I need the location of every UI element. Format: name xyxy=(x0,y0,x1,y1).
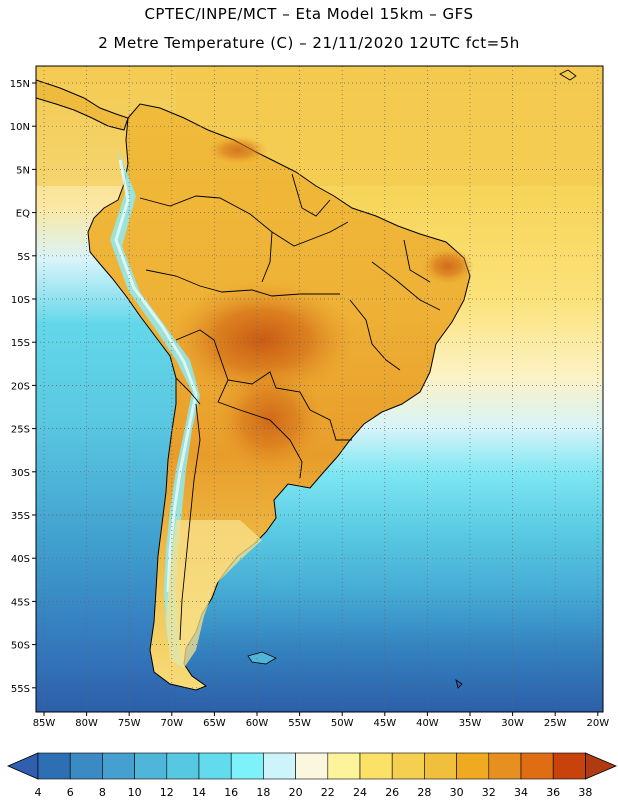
falkland-islands xyxy=(247,651,277,665)
lon-label: 50W xyxy=(331,718,354,729)
patagonia-cool-zone xyxy=(166,520,262,668)
colorbar-swatch xyxy=(327,752,361,780)
colorbar-swatch xyxy=(520,752,554,780)
hot-core-northeast xyxy=(422,248,474,284)
colorbar-swatch xyxy=(424,752,457,780)
colorbar-label: 38 xyxy=(578,786,592,799)
lat-label: 5N xyxy=(16,165,30,176)
colorbar-label: 6 xyxy=(67,786,74,799)
lat-label: 15S xyxy=(11,338,30,349)
lon-label: 65W xyxy=(203,718,226,729)
country-borders xyxy=(139,173,441,641)
colorbar: 4 6 8 10 12 14 16 18 20 22 24 26 28 30 32 34 36 38 xyxy=(6,752,618,799)
lat-label: EQ xyxy=(16,209,30,220)
colorbar-swatch xyxy=(102,752,135,780)
lon-label: 85W xyxy=(33,718,56,729)
lat-label: 10N xyxy=(10,122,30,133)
lat-label: 20S xyxy=(11,381,30,392)
colorbar-swatch xyxy=(134,752,168,780)
central-america-landmass xyxy=(36,79,129,131)
chart-title-line-1: CPTEC/INPE/MCT – Eta Model 15km – GFS xyxy=(144,5,474,23)
chart-title-line-2: 2 Metre Temperature (C) – 21/11/2020 12U… xyxy=(98,34,520,52)
latitude-axis: 15N 10N 5N EQ 5S 10S 15S 20S 25S 30S 35S 40S 45S 50S 5… xyxy=(10,79,36,695)
colorbar-label: 14 xyxy=(192,786,206,799)
lon-label: 55W xyxy=(288,718,311,729)
colorbar-label: 26 xyxy=(385,786,399,799)
colorbar-swatch xyxy=(37,752,71,780)
colorbar-label: 30 xyxy=(450,786,464,799)
colorbar-swatch xyxy=(488,752,522,780)
colorbar-swatch xyxy=(552,752,586,780)
lat-label: 50S xyxy=(11,641,30,652)
lon-label: 60W xyxy=(246,718,269,729)
colorbar-swatch xyxy=(359,752,393,780)
colorbar-swatch xyxy=(230,752,264,780)
map-area xyxy=(36,66,603,712)
lat-label: 45S xyxy=(11,597,30,608)
lat-label: 35S xyxy=(11,511,30,522)
colorbar-label: 20 xyxy=(289,786,303,799)
longitude-axis: 85W 80W 75W 70W 65W 60W 55W 50W 45W 40W 35W 30W 25W 2… xyxy=(33,712,609,729)
colorbar-label: 18 xyxy=(256,786,270,799)
andes-snow-line xyxy=(114,159,198,593)
lat-label: 55S xyxy=(11,684,30,695)
lat-label: 15N xyxy=(10,79,30,90)
lon-label: 35W xyxy=(459,718,482,729)
colorbar-over-arrow xyxy=(585,752,618,780)
lon-label: 40W xyxy=(416,718,439,729)
lon-label: 20W xyxy=(586,718,609,729)
caribbean-island xyxy=(559,69,577,81)
colorbar-under-arrow xyxy=(6,752,39,780)
south-georgia xyxy=(455,679,463,689)
lat-label: 5S xyxy=(17,252,30,263)
colorbar-label: 4 xyxy=(35,786,42,799)
hot-core-venezuela xyxy=(208,136,268,164)
colorbar-label: 28 xyxy=(417,786,431,799)
colorbar-swatch xyxy=(295,752,329,780)
lon-label: 70W xyxy=(160,718,183,729)
lat-label: 10S xyxy=(11,295,30,306)
lat-label: 25S xyxy=(11,425,30,436)
lon-label: 45W xyxy=(373,718,396,729)
colorbar-label: 22 xyxy=(321,786,335,799)
colorbar-label: 32 xyxy=(482,786,496,799)
graticule xyxy=(36,66,603,712)
colorbar-swatch xyxy=(198,752,232,780)
map-frame xyxy=(35,65,604,713)
colorbar-swatch xyxy=(263,752,296,780)
lon-label: 80W xyxy=(75,718,98,729)
colorbar-swatch xyxy=(456,752,490,780)
colorbar-label: 24 xyxy=(353,786,367,799)
colorbar-swatch xyxy=(69,752,103,780)
colorbar-label: 12 xyxy=(160,786,174,799)
lon-label: 75W xyxy=(118,718,141,729)
colorbar-swatch xyxy=(391,752,425,780)
colorbar-swatch xyxy=(166,752,200,780)
lat-label: 40S xyxy=(11,554,30,565)
lon-label: 25W xyxy=(544,718,567,729)
colorbar-label: 8 xyxy=(99,786,106,799)
colorbar-label: 34 xyxy=(514,786,528,799)
colorbar-label: 36 xyxy=(546,786,560,799)
colorbar-label: 10 xyxy=(128,786,142,799)
lon-label: 30W xyxy=(501,718,524,729)
lat-label: 30S xyxy=(11,468,30,479)
colorbar-label: 16 xyxy=(224,786,238,799)
